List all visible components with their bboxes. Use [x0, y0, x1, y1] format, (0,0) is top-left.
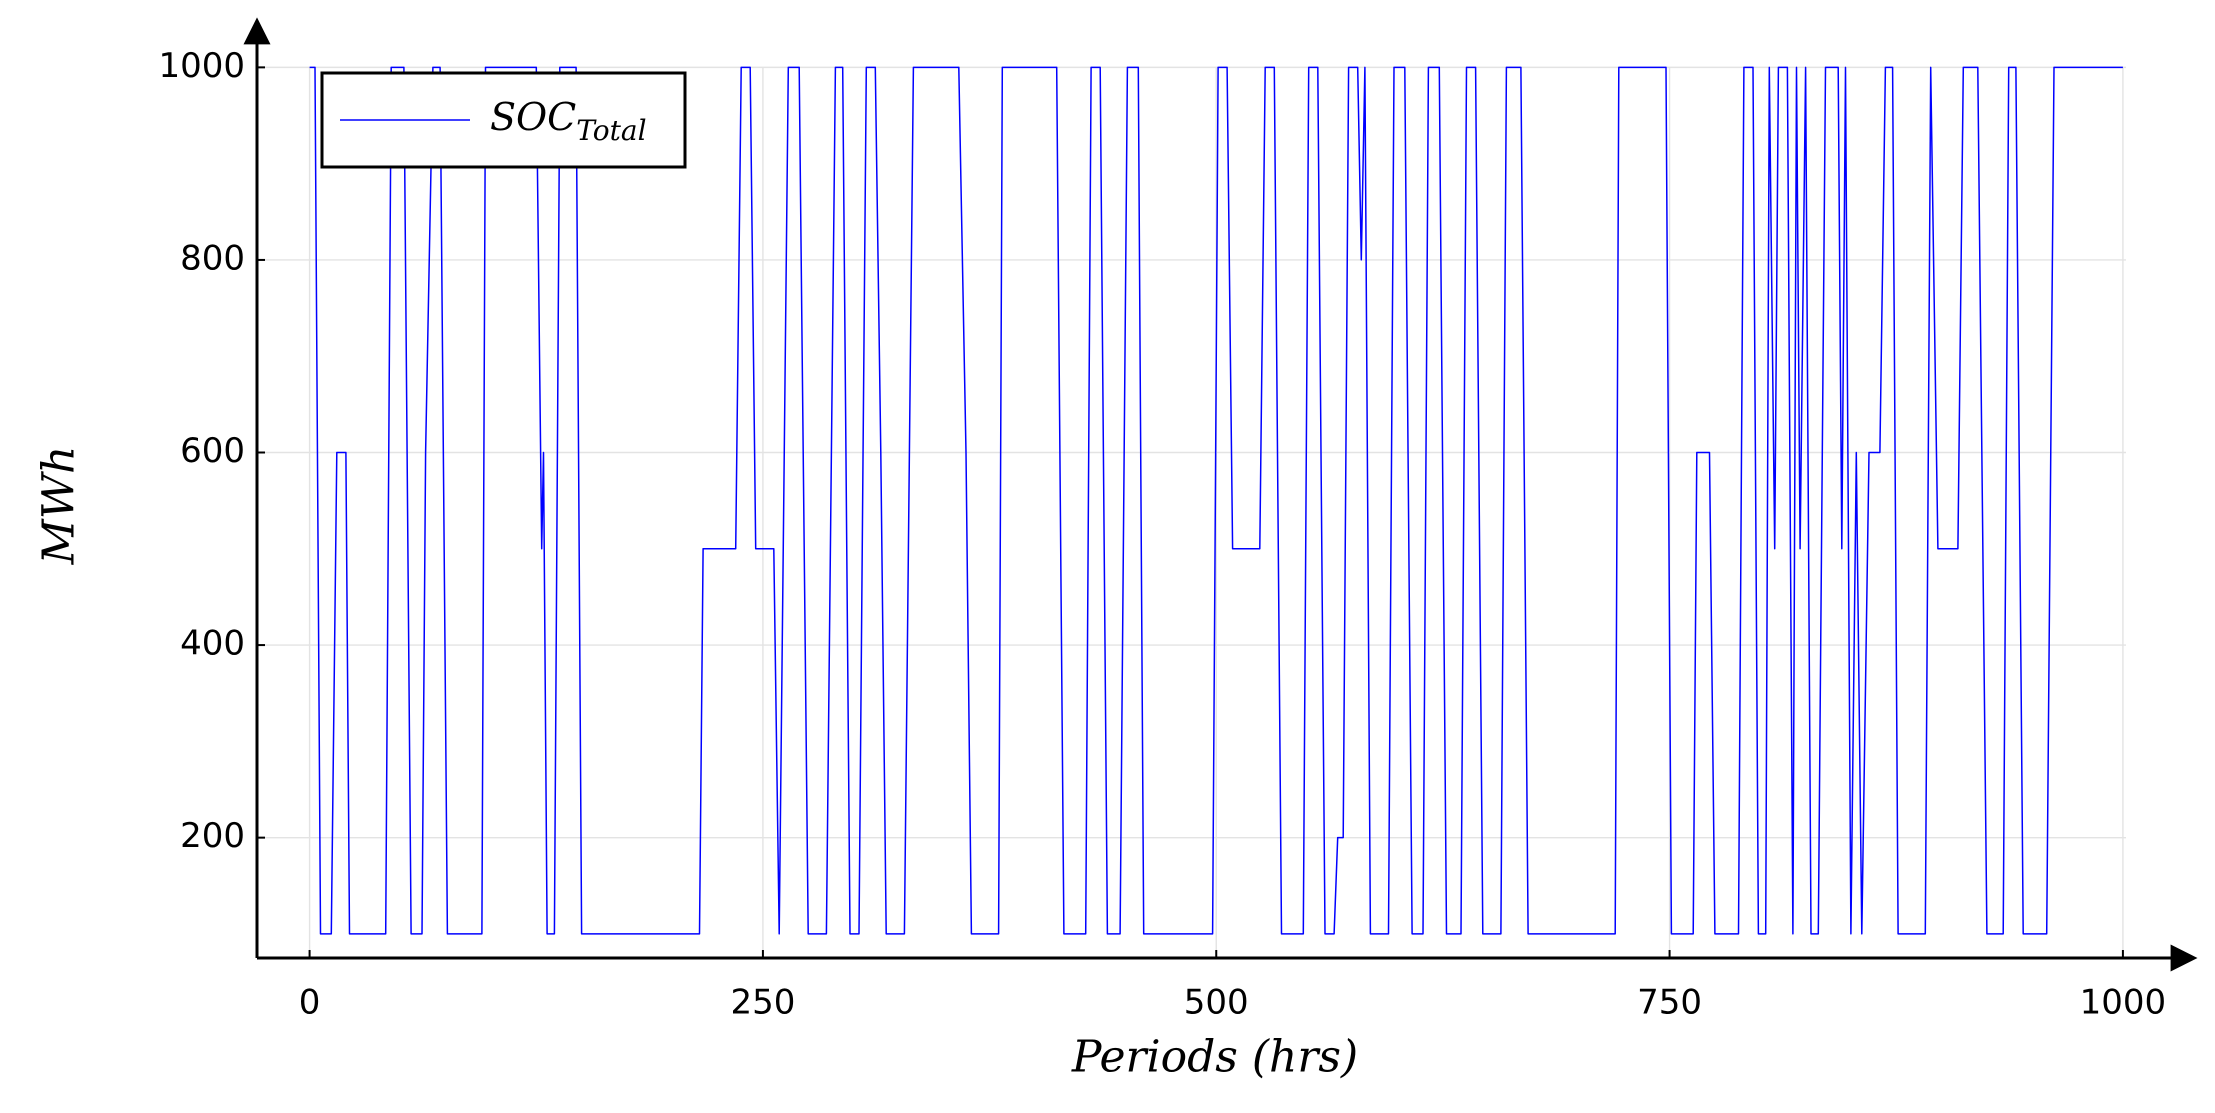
y-tick-label: 1000 — [158, 46, 245, 86]
x-tick-label: 500 — [1184, 983, 1249, 1023]
y-tick-label: 600 — [180, 431, 245, 471]
legend-label: SOCTotal — [490, 95, 647, 147]
x-axis-label: Periods (hrs) — [1071, 1032, 1358, 1083]
x-tick-label: 250 — [730, 983, 795, 1023]
series-line — [309, 66, 2123, 935]
y-tick-label: 800 — [180, 238, 245, 278]
x-tick-label: 1000 — [2080, 983, 2167, 1023]
x-tick-label: 0 — [299, 983, 321, 1023]
y-axis-label: MWh — [34, 446, 85, 566]
y-tick-label: 400 — [180, 624, 245, 664]
x-tick-label: 750 — [1637, 983, 1702, 1023]
y-tick-label: 200 — [180, 816, 245, 856]
